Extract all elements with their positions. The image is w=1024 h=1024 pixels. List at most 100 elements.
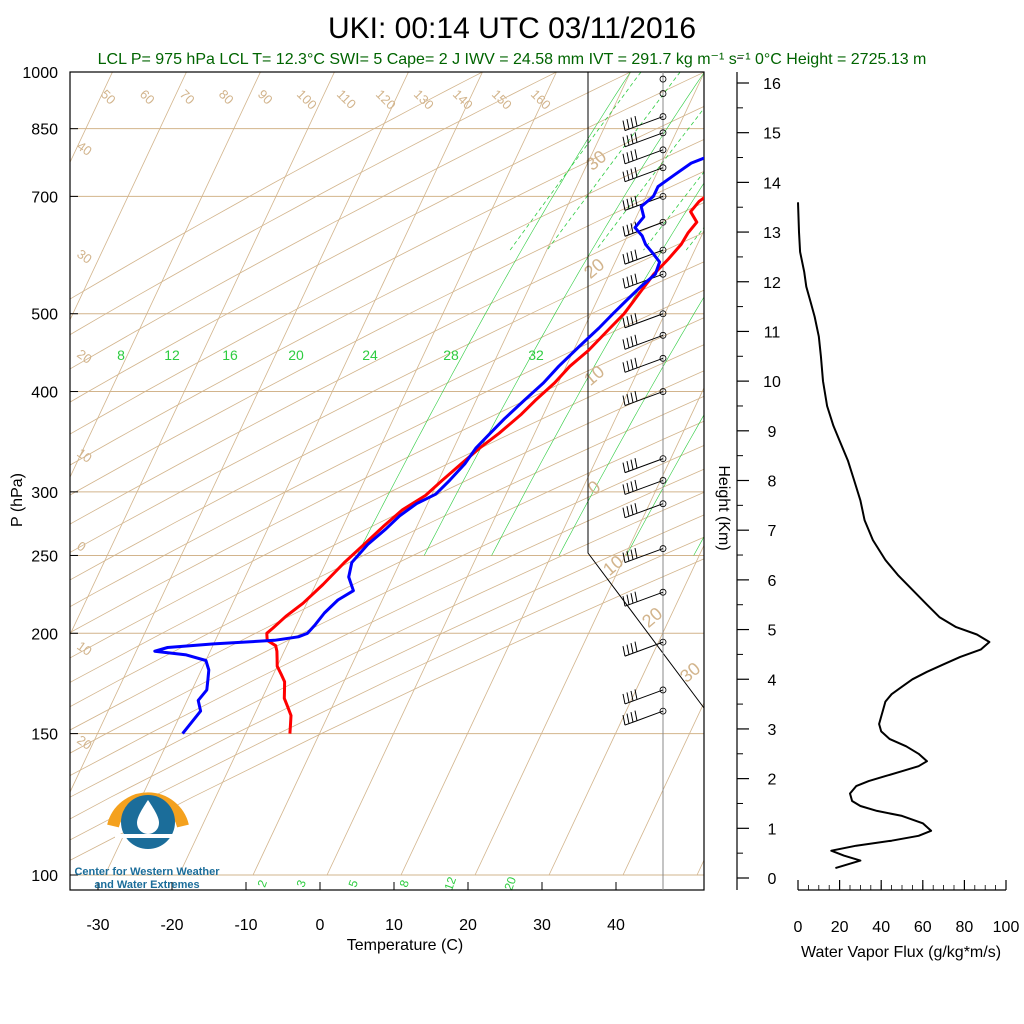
height-tick-label: 12 — [763, 275, 781, 292]
isotherm-label: 100 — [294, 87, 320, 113]
dry-adiabat-line — [70, 558, 704, 861]
chart-subtitle: LCL P= 975 hPa LCL T= 12.3°C SWI= 5 Cape… — [98, 51, 927, 68]
mixing-ratio-label-lower: 8 — [397, 878, 413, 889]
isotherm-line — [548, 544, 704, 876]
height-tick-label: 10 — [763, 374, 781, 391]
wind-barb — [622, 129, 667, 148]
mixing-ratio-label: 28 — [443, 347, 459, 363]
isotherm-line — [104, 72, 483, 876]
cw3e-logo: Center for Western Weather and Water Ext… — [74, 792, 220, 891]
isotherm-label: 160 — [528, 87, 554, 113]
y-tick-label: 700 — [31, 189, 58, 206]
dry-adiabat-line — [70, 202, 704, 525]
height-tick-label: 2 — [768, 772, 777, 789]
dry-adiabat-label: 0 — [74, 538, 89, 554]
x-tick-label: 10 — [385, 917, 403, 934]
isotherm-label: 140 — [450, 87, 476, 113]
mixing-ratio-label-lower: 3 — [294, 878, 310, 889]
isotherm-line — [696, 859, 704, 876]
mixing-ratio-label-lower: 20 — [501, 875, 519, 893]
flux-tick-label: 80 — [956, 919, 974, 936]
isotherm-line — [622, 701, 704, 876]
y-tick-label: 150 — [31, 727, 58, 744]
isotherm-label: 120 — [373, 87, 399, 113]
y-tick-label: 100 — [31, 868, 58, 885]
dry-adiabat-line — [70, 72, 557, 336]
x-tick-label: 40 — [607, 917, 625, 934]
dry-adiabat-label: 40 — [74, 138, 94, 159]
isotherm-label: 90 — [255, 87, 276, 108]
dry-adiabat-line — [70, 491, 704, 798]
flux-tick-label: 100 — [993, 919, 1020, 936]
moist-adiabat-line — [423, 72, 704, 556]
wind-barb — [622, 246, 667, 265]
x-tick-label: -10 — [234, 917, 257, 934]
height-tick-label: 16 — [763, 76, 781, 93]
moist-adiabat-line — [693, 536, 704, 556]
height-tick-label: 6 — [768, 573, 777, 590]
wet-adiabat-label: 30 — [582, 146, 610, 174]
dry-adiabat-line — [70, 72, 483, 300]
flux-tick-label: 60 — [914, 919, 932, 936]
dry-adiabat-line — [70, 395, 704, 708]
logo-waves — [115, 834, 181, 838]
moist-adiabat-line — [491, 182, 704, 556]
wind-barb — [622, 354, 667, 373]
mixing-ratio-label-lower: 12 — [441, 875, 459, 893]
wind-barbs — [622, 75, 667, 726]
moist-adiabat-line — [761, 72, 1024, 556]
dry-adiabat-line — [70, 514, 704, 820]
mixing-ratio-label-lower: 2 — [255, 878, 271, 889]
height-axis-label: Height (Km) — [715, 465, 732, 550]
dry-adiabat-line — [70, 370, 704, 683]
logo-line-2: and Water Extremes — [94, 879, 199, 891]
dry-adiabat-line — [70, 289, 704, 608]
y-tick-label: 400 — [31, 385, 58, 402]
isotherm-line — [70, 72, 261, 479]
isotherm-label: 50 — [98, 87, 119, 108]
isotherm-line — [771, 72, 1024, 875]
dry-adiabat-line — [70, 139, 704, 466]
drop-icon — [137, 800, 159, 834]
temperature-profile-line — [265, 195, 704, 734]
isotherm-label: 110 — [334, 87, 359, 112]
mixing-ratio-label: 24 — [362, 347, 378, 363]
wind-barb — [622, 310, 667, 329]
x-tick-label: -20 — [160, 917, 183, 934]
dry-adiabat-line — [70, 468, 704, 777]
isotherm-line — [400, 229, 704, 876]
dry-adiabat-line — [70, 445, 704, 754]
background-labels: 50 60 70 80 90 100 110 120 130 140 150 160403020100… — [74, 87, 704, 893]
isotherm-label: 60 — [137, 87, 158, 108]
x-tick-label: -30 — [86, 917, 109, 934]
height-tick-label: 13 — [763, 225, 781, 242]
wet-adiabat-label: 20 — [638, 603, 666, 631]
wind-barb — [622, 270, 667, 289]
isotherm-line — [252, 72, 631, 876]
y-tick-label: 500 — [31, 307, 58, 324]
dry-adiabat-label: 20 — [74, 732, 94, 753]
wind-panel-boundary — [587, 72, 705, 890]
isotherm-line — [474, 386, 704, 876]
wind-barb — [622, 477, 667, 495]
flux-tick-label: 40 — [872, 919, 890, 936]
mixing-ratio-label: 16 — [222, 347, 238, 363]
isotherm-line — [178, 72, 557, 876]
isotherm-line — [70, 72, 187, 321]
wind-barb — [622, 331, 667, 350]
height-tick-label: 4 — [768, 672, 777, 689]
moist-adiabat-line — [558, 296, 704, 556]
dry-adiabat-line — [70, 72, 704, 403]
dewpoint-profile-line — [153, 156, 704, 735]
height-tick-label: 1 — [768, 821, 777, 838]
dry-adiabat-line — [70, 105, 704, 435]
logo-line-1: Center for Western Weather — [74, 866, 220, 878]
x-tick-label: 20 — [459, 917, 477, 934]
mixing-ratio-label: 32 — [528, 347, 544, 363]
water-vapor-flux-line — [797, 202, 991, 870]
x-axis-label: Temperature (C) — [347, 937, 463, 954]
moist-adiabat-line — [356, 72, 631, 556]
isotherm-line — [326, 72, 704, 876]
y-tick-label: 850 — [31, 122, 58, 139]
dry-adiabat-line — [70, 232, 704, 553]
